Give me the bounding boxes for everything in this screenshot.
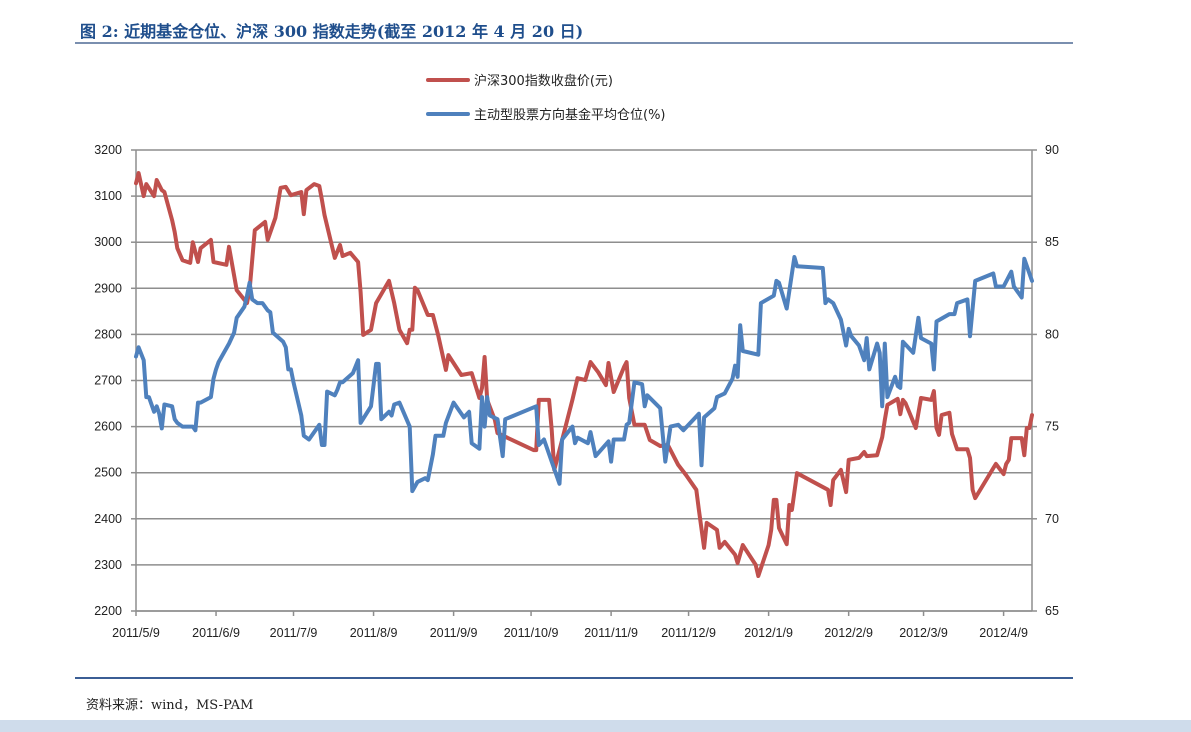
y-tick-label: 2800: [94, 327, 122, 341]
y-tick-label: 3100: [94, 189, 122, 203]
x-tick-label: 2012/2/9: [824, 626, 873, 640]
y-tick-label: 3200: [94, 143, 122, 157]
footer-divider: [75, 677, 1073, 679]
x-tick-label: 2011/10/9: [504, 626, 559, 640]
x-tick-label: 2011/9/9: [430, 626, 478, 640]
x-tick-label: 2011/12/9: [661, 626, 716, 640]
legend-item-csi300: 沪深300指数收盘价(元): [426, 70, 613, 89]
y-tick-label: 2700: [94, 374, 122, 388]
y2-tick-label: 70: [1045, 512, 1059, 526]
x-tick-label: 2011/7/9: [270, 626, 318, 640]
y-tick-label: 3000: [94, 235, 122, 249]
x-tick-label: 2011/8/9: [350, 626, 398, 640]
y-tick-label: 2200: [94, 604, 122, 618]
y2-tick-label: 75: [1045, 420, 1059, 434]
x-tick-label: 2011/5/9: [112, 626, 160, 640]
x-tick-label: 2011/6/9: [192, 626, 240, 640]
y2-tick-label: 85: [1045, 235, 1059, 249]
x-tick-label: 2011/11/9: [584, 626, 638, 640]
legend-label: 主动型股票方向基金平均仓位(%): [474, 108, 666, 123]
source-note: 资料来源：wind，MS-PAM: [86, 698, 254, 713]
page-bottom-band: [0, 720, 1191, 732]
y-tick-label: 2400: [94, 512, 122, 526]
figure-title: 图 2: 近期基金仓位、沪深 300 指数走势(截至 2012 年 4 月 20…: [80, 22, 584, 41]
legend-item-fund-position: 主动型股票方向基金平均仓位(%): [426, 104, 666, 123]
legend-swatch-red: [426, 77, 470, 82]
legend-swatch-blue: [426, 111, 470, 116]
y2-tick-label: 80: [1045, 327, 1059, 341]
y-tick-label: 2300: [94, 558, 122, 572]
y2-tick-label: 90: [1045, 143, 1059, 157]
x-tick-label: 2012/3/9: [899, 626, 948, 640]
y-tick-label: 2900: [94, 281, 122, 295]
title-divider: [75, 42, 1073, 44]
y-tick-label: 2500: [94, 466, 122, 480]
legend-label: 沪深300指数收盘价(元): [474, 74, 613, 89]
x-tick-label: 2012/4/9: [979, 626, 1028, 640]
series-line-fund-position: [134, 255, 1034, 494]
series-line-csi300: [134, 171, 1034, 578]
x-tick-label: 2012/1/9: [744, 626, 793, 640]
y-tick-label: 2600: [94, 420, 122, 434]
y2-tick-label: 65: [1045, 604, 1059, 618]
